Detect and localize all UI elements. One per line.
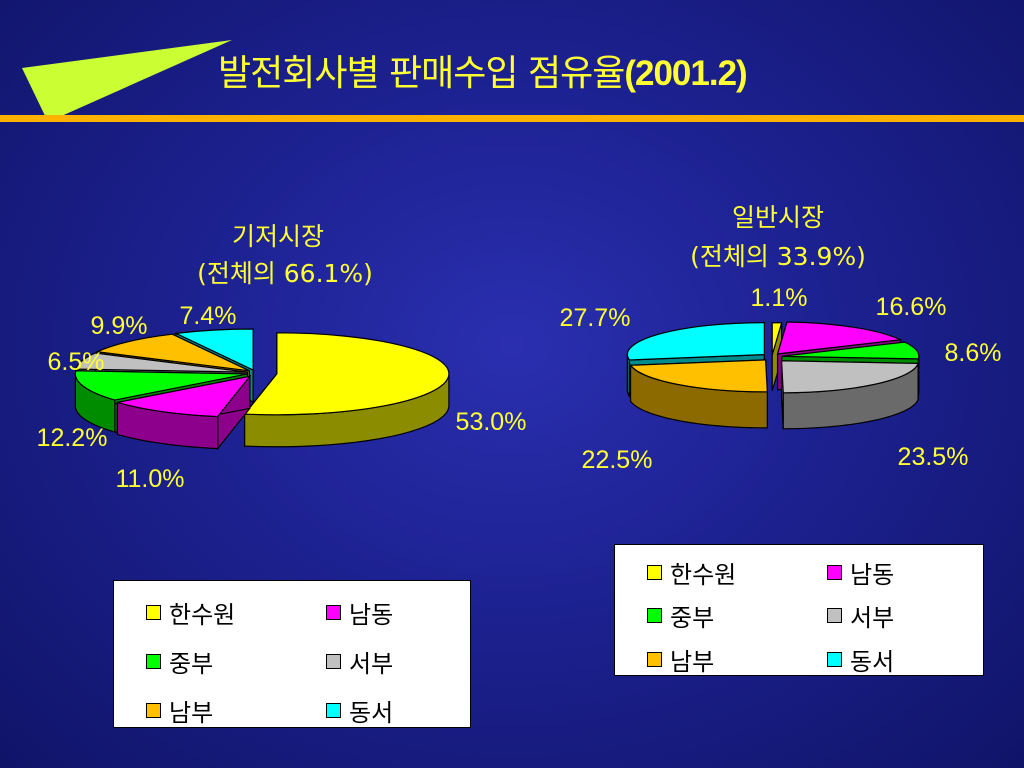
legend-item: 중부 bbox=[146, 646, 326, 678]
legend-item: 중부 bbox=[647, 601, 827, 633]
data-label-동서: 27.7% bbox=[560, 304, 631, 332]
slice-top-face bbox=[74, 352, 248, 373]
legend-item: 남동 bbox=[827, 557, 967, 589]
pie-slice-남동 bbox=[116, 374, 252, 451]
slice-top-face bbox=[776, 321, 903, 355]
slice-top-face bbox=[117, 375, 252, 418]
data-label-한수원: 1.1% bbox=[751, 284, 808, 312]
legend-label: 동서 bbox=[850, 647, 895, 676]
pie-slice-남부 bbox=[629, 359, 768, 429]
slice-top-face bbox=[626, 321, 765, 361]
slide-title-text: 발전회사별 판매수입 점유율 bbox=[218, 53, 625, 94]
legend-swatch bbox=[647, 564, 662, 580]
legend-swatch bbox=[326, 604, 341, 620]
legend-swatch bbox=[146, 653, 161, 669]
pie-chart-2: 일반시장 (전체의 33.9%) 1.1% 16.6% 8.6% 23.5% 22.5% 27… bbox=[560, 203, 1002, 474]
data-label-중부: 8.6% bbox=[945, 339, 1002, 367]
legend-item: 남동 bbox=[326, 597, 466, 629]
legend-label: 남부 bbox=[169, 698, 214, 727]
legend-item: 서부 bbox=[326, 646, 466, 678]
slice-top-face bbox=[173, 328, 254, 371]
legend-swatch bbox=[647, 608, 662, 624]
legend-label: 중부 bbox=[169, 649, 214, 678]
slice-top-face bbox=[771, 322, 783, 355]
legend-label: 한수원 bbox=[169, 600, 236, 629]
legend-item: 남부 bbox=[647, 644, 827, 676]
legend-label: 한수원 bbox=[670, 560, 737, 589]
data-label-한수원: 53.0% bbox=[456, 408, 527, 436]
legend-item: 동서 bbox=[827, 644, 967, 676]
pie-title: 기저시장 bbox=[232, 222, 324, 251]
legend-swatch bbox=[827, 608, 842, 624]
slice-top-face bbox=[781, 341, 920, 360]
pie-chart-1: 기저시장 (전체의 66.1%) 53.0% 11.0%12.2% 6.5% 9.9% 7.… bbox=[37, 222, 527, 493]
slice-top-face bbox=[94, 333, 250, 372]
data-label-남동: 16.6% bbox=[876, 293, 947, 321]
slice-outer-wall bbox=[626, 354, 630, 399]
legend-swatch bbox=[647, 651, 662, 667]
legend-swatch bbox=[326, 702, 341, 718]
data-label-남부: 9.9% bbox=[91, 312, 148, 340]
data-label-중부: 12.2% bbox=[37, 424, 108, 452]
data-label-남부: 22.5% bbox=[582, 446, 653, 474]
slice-top-face bbox=[780, 360, 919, 394]
legend-swatch bbox=[146, 604, 161, 620]
legend-item: 남부 bbox=[146, 695, 326, 727]
legend-label: 서부 bbox=[349, 649, 394, 678]
slice-top-face bbox=[243, 332, 450, 416]
legend-item: 동서 bbox=[326, 695, 466, 727]
data-label-서부: 6.5% bbox=[48, 348, 105, 376]
pie-title: 일반시장 bbox=[732, 203, 824, 232]
legend-item: 한수원 bbox=[647, 557, 827, 589]
slice-top-face bbox=[629, 359, 768, 393]
legend-swatch bbox=[326, 653, 341, 669]
legend-swatch bbox=[827, 564, 842, 580]
arrow-shape bbox=[22, 40, 232, 122]
pie-subtitle: (전체의 33.9%) bbox=[690, 242, 866, 271]
data-label-서부: 23.5% bbox=[898, 443, 969, 471]
data-label-남동: 11.0% bbox=[115, 465, 184, 493]
legend-swatch bbox=[827, 651, 842, 667]
slice-top-face bbox=[74, 370, 248, 401]
legend-label: 서부 bbox=[850, 604, 895, 633]
legend-label: 남부 bbox=[670, 647, 715, 676]
legend-item: 한수원 bbox=[146, 597, 326, 629]
legend-label: 남동 bbox=[349, 600, 394, 629]
pie-slice-서부 bbox=[780, 360, 919, 430]
legend-label: 남동 bbox=[850, 560, 895, 589]
pie-subtitle: (전체의 66.1%) bbox=[197, 259, 373, 288]
title-underline-rule bbox=[0, 115, 1024, 122]
legend-swatch bbox=[146, 702, 161, 718]
legend-label: 동서 bbox=[349, 698, 394, 727]
legend-item: 서부 bbox=[827, 601, 967, 633]
pie-slice-한수원 bbox=[771, 322, 783, 391]
slide-title-suffix: (2001.2) bbox=[624, 54, 747, 93]
data-label-동서: 7.4% bbox=[180, 302, 237, 330]
slide-title: 발전회사별 판매수입 점유율(2001.2) bbox=[218, 44, 748, 96]
legend-label: 중부 bbox=[670, 604, 715, 633]
pie-slice-한수원 bbox=[243, 332, 450, 448]
